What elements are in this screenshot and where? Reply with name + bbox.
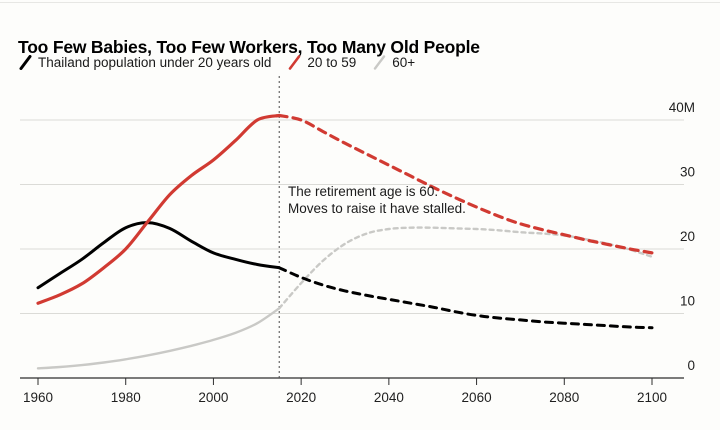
series-60-plus-historical bbox=[36, 307, 281, 370]
x-axis-label-2000: 2000 bbox=[198, 390, 228, 405]
legend-item-under-20: Thailand population under 20 years old bbox=[19, 55, 271, 70]
series-60-plus-projected bbox=[278, 226, 654, 310]
legend-item-20-to-59: 20 to 59 bbox=[288, 55, 356, 70]
black-slash-icon bbox=[19, 55, 32, 70]
legend-label-60-plus: 60+ bbox=[392, 55, 416, 70]
red-slash-icon bbox=[289, 55, 301, 70]
y-axis-label-0: 0 bbox=[687, 358, 695, 373]
y-axis-label-30: 30 bbox=[680, 165, 695, 180]
x-axis-label-1960: 1960 bbox=[23, 390, 53, 405]
legend-label-under-20: Thailand population under 20 years old bbox=[38, 55, 272, 70]
legend-item-60-plus: 60+ bbox=[373, 55, 415, 70]
series-under-20-historical bbox=[36, 221, 281, 290]
x-axis-label-2040: 2040 bbox=[374, 390, 404, 405]
x-axis-label-2020: 2020 bbox=[286, 390, 316, 405]
series-20-to-59-historical bbox=[36, 113, 281, 305]
y-axis-label-20: 20 bbox=[680, 229, 695, 244]
gray-slash-icon bbox=[374, 55, 386, 70]
y-axis-label-10: 10 bbox=[680, 294, 695, 309]
chart-legend: Thailand population under 20 years old 2… bbox=[19, 55, 415, 70]
y-axis-label-40M: 40M bbox=[669, 100, 695, 115]
retirement-age-annotation: The retirement age is 60. Moves to raise… bbox=[288, 183, 466, 217]
legend-label-20-to-59: 20 to 59 bbox=[307, 55, 357, 70]
chart-title: Too Few Babies, Too Few Workers, Too Man… bbox=[18, 36, 480, 57]
annotation-line-1: The retirement age is 60. bbox=[288, 184, 439, 199]
top-divider-line bbox=[0, 2, 720, 3]
x-axis-label-2060: 2060 bbox=[462, 390, 492, 405]
series-20-to-59-projected bbox=[277, 113, 654, 255]
x-axis-label-1980: 1980 bbox=[111, 390, 141, 405]
x-axis-label-2100: 2100 bbox=[637, 390, 667, 405]
x-axis-label-2080: 2080 bbox=[549, 390, 579, 405]
series-under-20-projected bbox=[277, 266, 654, 330]
annotation-line-2: Moves to raise it have stalled. bbox=[288, 201, 466, 216]
